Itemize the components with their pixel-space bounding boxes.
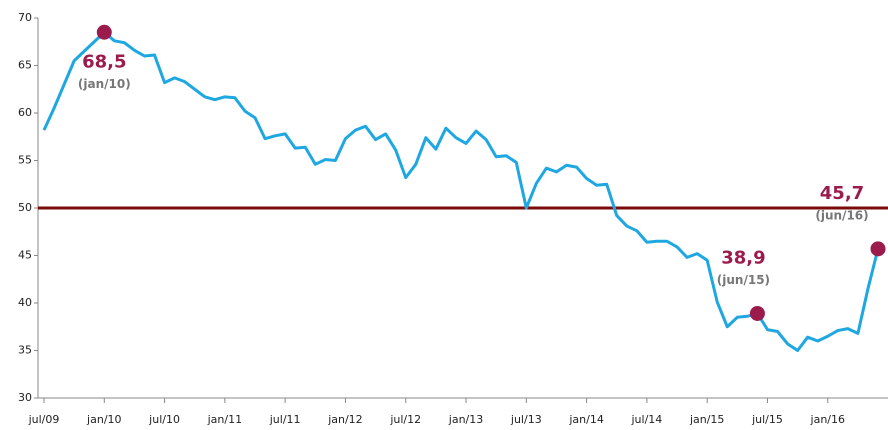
- y-tick-label: 65: [18, 59, 32, 72]
- y-tick-label: 40: [18, 296, 32, 309]
- x-tick-label: jan/11: [207, 413, 242, 426]
- y-tick-label: 60: [18, 106, 32, 119]
- x-tick-label: jul/13: [510, 413, 542, 426]
- x-tick-label: jul/12: [389, 413, 421, 426]
- y-tick-label: 55: [18, 154, 32, 167]
- x-tick-label: jul/11: [269, 413, 301, 426]
- date-label: (jun/15): [717, 273, 770, 287]
- x-tick-label: jan/12: [327, 413, 362, 426]
- x-tick-label: jan/10: [86, 413, 121, 426]
- y-tick-label: 30: [18, 391, 32, 404]
- data-line: [42, 30, 880, 352]
- x-tick-label: jan/13: [448, 413, 483, 426]
- x-tick-label: jul/14: [630, 413, 662, 426]
- x-tick-label: jan/14: [568, 413, 603, 426]
- highlight-marker: [96, 24, 112, 40]
- date-label: (jun/16): [815, 208, 868, 222]
- highlight-marker: [749, 305, 765, 321]
- date-label: (jan/10): [78, 77, 131, 91]
- y-tick-label: 45: [18, 249, 32, 262]
- y-tick-label: 35: [18, 344, 32, 357]
- x-tick-label: jul/09: [28, 413, 60, 426]
- x-tick-label: jul/10: [148, 413, 180, 426]
- x-tick-label: jul/15: [751, 413, 783, 426]
- y-tick-label: 70: [18, 11, 32, 24]
- x-tick-label: jan/16: [810, 413, 845, 426]
- x-tick-label: jan/15: [689, 413, 724, 426]
- value-label: 45,7: [820, 183, 864, 204]
- value-label: 38,9: [721, 247, 765, 268]
- value-label: 68,5: [82, 51, 126, 72]
- highlight-marker: [870, 241, 886, 257]
- y-tick-label: 50: [18, 201, 32, 214]
